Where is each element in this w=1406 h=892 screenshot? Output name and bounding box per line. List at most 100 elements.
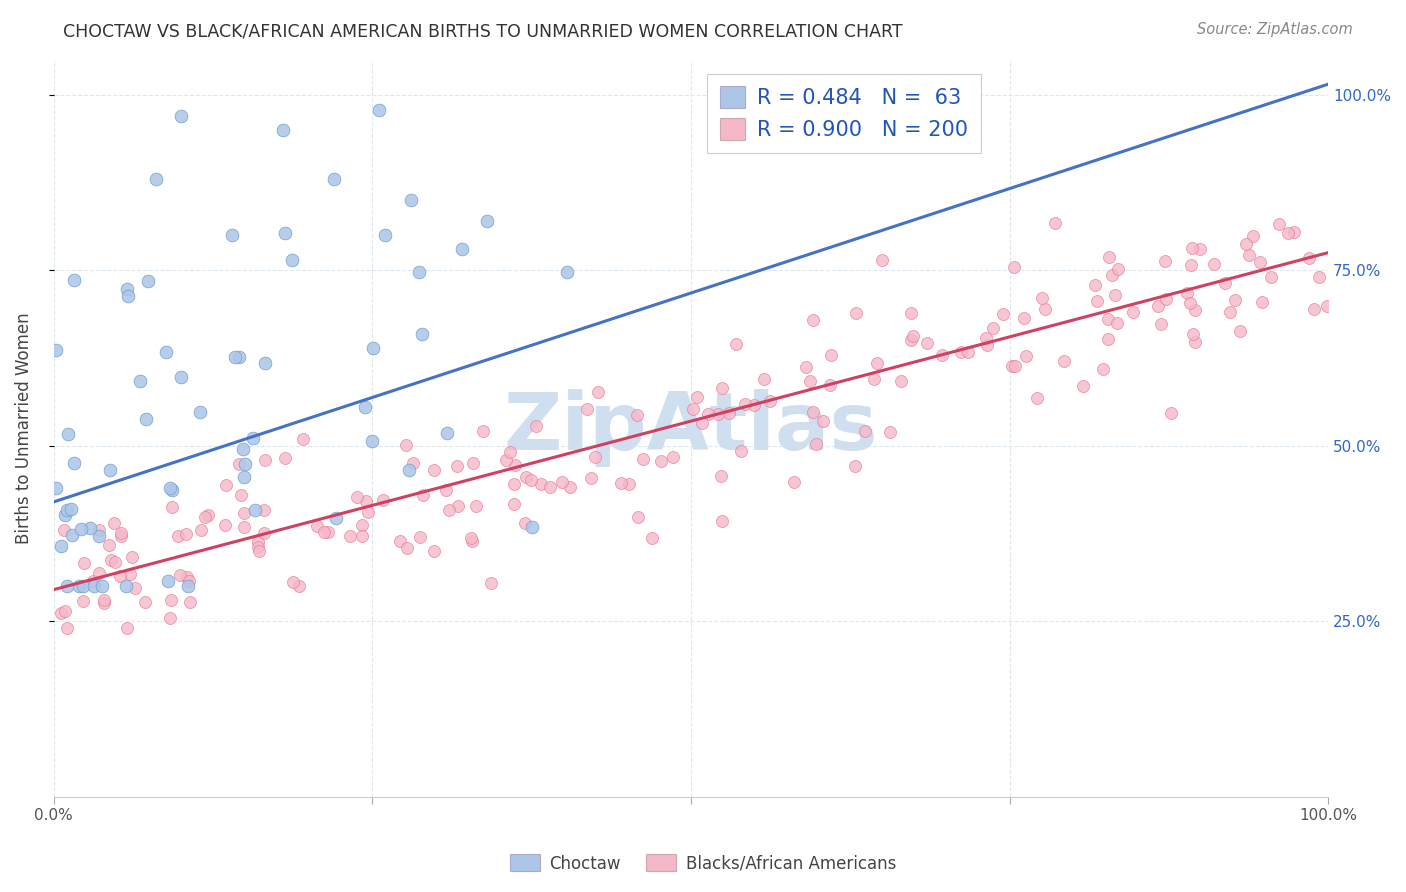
- Point: [1184, 302, 1206, 317]
- Point: [87, 528, 110, 542]
- Point: [950, 344, 973, 359]
- Point: [1150, 318, 1173, 332]
- Point: [1101, 268, 1123, 282]
- Point: [890, 374, 912, 388]
- Point: [408, 265, 430, 279]
- Point: [734, 397, 756, 411]
- Point: [617, 476, 640, 491]
- Point: [245, 503, 267, 517]
- Point: [1098, 250, 1121, 264]
- Point: [1189, 242, 1212, 256]
- Point: [1223, 293, 1246, 307]
- Point: [354, 400, 377, 414]
- Legend: R = 0.484   N =  63, R = 0.900   N = 200: R = 0.484 N = 63, R = 0.900 N = 200: [707, 74, 980, 153]
- Point: [662, 450, 685, 464]
- Point: [93, 592, 115, 607]
- Point: [82, 574, 104, 588]
- Point: [388, 533, 411, 548]
- Point: [194, 509, 217, 524]
- Point: [67, 579, 90, 593]
- Point: [73, 557, 96, 571]
- Point: [288, 579, 311, 593]
- Point: [98, 463, 121, 477]
- Point: [503, 458, 526, 473]
- Point: [1298, 252, 1320, 266]
- Point: [323, 172, 346, 186]
- Point: [479, 576, 502, 591]
- Point: [803, 313, 825, 327]
- Point: [900, 306, 922, 320]
- Point: [524, 419, 547, 434]
- Point: [229, 488, 252, 502]
- Point: [1241, 229, 1264, 244]
- Point: [233, 506, 256, 520]
- Point: [325, 511, 347, 525]
- Point: [555, 265, 578, 279]
- Point: [87, 523, 110, 537]
- Point: [820, 377, 842, 392]
- Point: [136, 274, 159, 288]
- Point: [49, 539, 72, 553]
- Point: [901, 329, 924, 343]
- Point: [1175, 285, 1198, 300]
- Point: [718, 406, 741, 420]
- Point: [411, 326, 433, 341]
- Point: [991, 307, 1014, 321]
- Point: [134, 595, 156, 609]
- Point: [957, 345, 980, 359]
- Point: [579, 471, 602, 485]
- Point: [806, 437, 828, 451]
- Point: [176, 579, 198, 593]
- Point: [374, 228, 396, 243]
- Point: [1097, 311, 1119, 326]
- Point: [129, 374, 152, 388]
- Point: [783, 475, 806, 490]
- Point: [690, 417, 713, 431]
- Point: [49, 607, 72, 621]
- Point: [53, 508, 76, 522]
- Point: [1239, 247, 1261, 261]
- Point: [412, 488, 434, 502]
- Point: [160, 592, 183, 607]
- Point: [436, 425, 458, 440]
- Point: [160, 483, 183, 497]
- Point: [1002, 260, 1025, 274]
- Point: [583, 450, 606, 464]
- Point: [801, 405, 824, 419]
- Point: [915, 335, 938, 350]
- Point: [56, 621, 79, 635]
- Point: [399, 193, 422, 207]
- Point: [503, 497, 526, 511]
- Point: [45, 343, 67, 358]
- Point: [551, 475, 574, 489]
- Point: [1229, 324, 1251, 338]
- Point: [56, 427, 79, 442]
- Point: [396, 541, 419, 555]
- Point: [515, 469, 537, 483]
- Point: [398, 463, 420, 477]
- Point: [232, 442, 254, 457]
- Point: [62, 457, 84, 471]
- Point: [170, 109, 193, 123]
- Point: [609, 476, 631, 491]
- Point: [176, 570, 198, 584]
- Point: [1085, 294, 1108, 309]
- Point: [188, 405, 211, 419]
- Point: [434, 483, 457, 497]
- Point: [197, 508, 219, 522]
- Point: [253, 453, 276, 467]
- Point: [253, 525, 276, 540]
- Point: [246, 540, 269, 554]
- Point: [233, 470, 256, 484]
- Point: [872, 253, 894, 268]
- Point: [1107, 316, 1129, 330]
- Point: [45, 482, 67, 496]
- Point: [233, 520, 256, 534]
- Point: [360, 434, 382, 448]
- Point: [1302, 301, 1324, 316]
- Point: [1268, 217, 1291, 231]
- Point: [1182, 327, 1205, 342]
- Point: [1316, 299, 1339, 313]
- Point: [931, 348, 953, 362]
- Point: [357, 505, 380, 519]
